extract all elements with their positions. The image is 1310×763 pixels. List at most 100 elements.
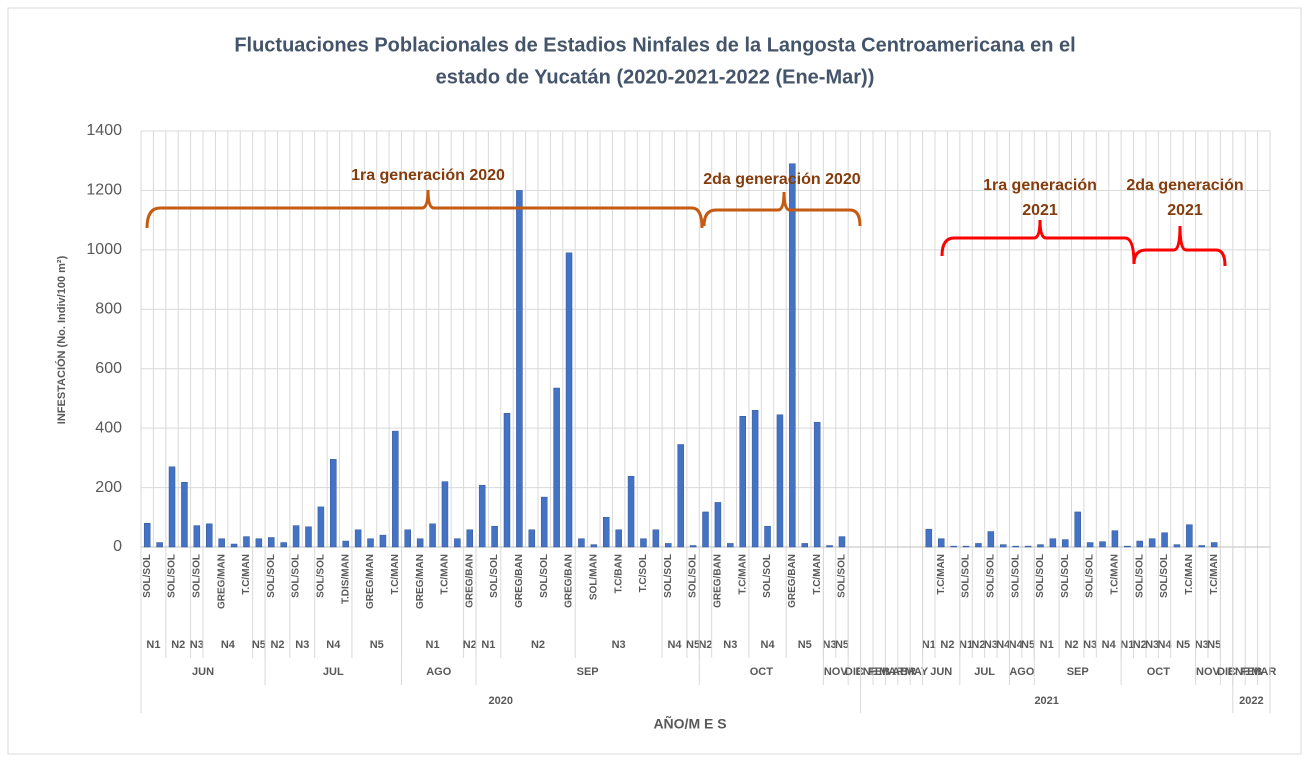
bar xyxy=(677,444,684,548)
x-group-label: 2020 xyxy=(489,695,513,707)
annotation: 2021 xyxy=(1167,202,1203,219)
bar xyxy=(255,538,263,548)
x-tick-label: SOL/MAN xyxy=(588,554,599,600)
bar xyxy=(975,543,982,548)
x-tick-label: SOL/SOL xyxy=(961,554,972,598)
bar xyxy=(156,542,163,548)
bar xyxy=(665,543,672,548)
x-group-label: N4 xyxy=(221,639,236,651)
x-group-label: N2 xyxy=(531,639,545,651)
x-tick-label: GREG/BAN xyxy=(787,554,798,608)
x-group-label: FEB xyxy=(1240,666,1262,678)
x-group-label: N1 xyxy=(959,639,973,651)
x-tick-label: SOL/SOL xyxy=(489,554,500,598)
bar xyxy=(702,511,709,548)
x-group-label: NOV xyxy=(824,666,849,678)
bar xyxy=(615,529,622,548)
x-tick-label: GREG/BAN xyxy=(514,554,525,608)
x-group-label: 2021 xyxy=(1034,695,1058,707)
x-tick-label: T.DIS/MAN xyxy=(340,554,351,604)
x-group-label: N3 xyxy=(1083,639,1097,651)
y-tick-label: 1200 xyxy=(86,182,122,199)
x-group-label: N4 xyxy=(761,639,776,651)
x-group-label: N5 xyxy=(686,639,700,651)
x-group-label: N2 xyxy=(698,639,712,651)
bar xyxy=(826,545,833,548)
y-tick-label: 200 xyxy=(95,479,122,496)
bar xyxy=(789,163,796,548)
bar xyxy=(838,536,846,548)
bar xyxy=(751,410,759,548)
x-group-label: N2 xyxy=(1133,639,1147,651)
y-axis-title: INFESTACIÓN (No. Indiv/100 m²) xyxy=(55,255,68,424)
bar xyxy=(565,252,573,548)
bar xyxy=(379,534,387,548)
bracket xyxy=(145,189,704,229)
x-group-label: N2 xyxy=(270,639,284,651)
bar xyxy=(280,542,287,548)
x-group-label: SEP xyxy=(577,666,599,678)
bar xyxy=(714,502,722,548)
x-tick-label: SOL/SOL xyxy=(663,554,674,598)
x-group-label: N1 xyxy=(146,639,160,651)
x-group-label: N5 xyxy=(370,639,384,651)
x-group-label: N3 xyxy=(723,639,737,651)
x-tick-label: T.C/MAN xyxy=(440,554,451,595)
x-group-label: JUL xyxy=(974,666,995,678)
x-group-label: N1 xyxy=(1120,639,1134,651)
annotation: 2da generación xyxy=(1126,177,1243,194)
bar xyxy=(1124,545,1131,548)
x-tick-label: GREG/MAN xyxy=(415,554,426,609)
x-group-label: N2 xyxy=(171,639,185,651)
bar xyxy=(367,538,374,548)
bar xyxy=(627,476,635,548)
annotation: 2da generación 2020 xyxy=(703,171,861,188)
bracket xyxy=(1132,225,1227,267)
x-tick-label: T.C/MAN xyxy=(936,554,947,595)
x-group-label: N5 xyxy=(252,639,266,651)
x-group-label: N3 xyxy=(984,639,998,651)
x-group-label: FEB xyxy=(868,666,890,678)
x-group-label: OCT xyxy=(1147,666,1171,678)
bar xyxy=(416,538,424,548)
bar xyxy=(342,540,349,548)
x-tick-label: SOL/SOL xyxy=(985,554,996,598)
x-group-label: N4 xyxy=(1102,639,1117,651)
y-tick-label: 400 xyxy=(95,419,122,436)
bar xyxy=(813,421,821,548)
bar xyxy=(466,529,474,548)
x-tick-label: SOL/SOL xyxy=(191,554,202,598)
x-group-label: N5 xyxy=(1021,639,1035,651)
bar xyxy=(1012,545,1019,548)
bar xyxy=(392,430,399,548)
bracket xyxy=(940,219,1136,265)
x-group-label: N1 xyxy=(922,639,936,651)
x-tick-label: GREG/MAN xyxy=(365,554,376,609)
x-group-label: N4 xyxy=(667,639,682,651)
bar xyxy=(739,416,746,548)
bar xyxy=(937,538,945,548)
bracket xyxy=(702,191,862,227)
x-group-label: N5 xyxy=(835,639,849,651)
x-tick-label: SOL/SOL xyxy=(837,554,848,598)
x-group-label: SEP xyxy=(1067,666,1089,678)
annotation: 1ra generación xyxy=(983,177,1097,194)
y-tick-label: 600 xyxy=(95,360,122,377)
bar xyxy=(292,525,300,548)
x-group-label: N5 xyxy=(1207,639,1221,651)
x-group-label: MAY xyxy=(905,666,929,678)
bar xyxy=(317,506,325,548)
x-group-label: N3 xyxy=(1145,639,1159,651)
bar xyxy=(602,517,610,548)
chart-title: estado de Yucatán (2020-2021-2022 (Ene-M… xyxy=(436,66,875,88)
bar xyxy=(652,529,660,548)
bar xyxy=(727,543,734,548)
x-tick-label: T.C/MAN xyxy=(737,554,748,595)
y-tick-label: 1400 xyxy=(86,122,122,139)
x-group-label: N2 xyxy=(971,639,985,651)
bar xyxy=(578,538,585,548)
x-group-label: MAR xyxy=(1251,666,1276,678)
x-tick-label: GREG/MAN xyxy=(216,554,227,609)
x-group-label: DIC xyxy=(1217,666,1236,678)
x-group-label: N3 xyxy=(823,639,837,651)
